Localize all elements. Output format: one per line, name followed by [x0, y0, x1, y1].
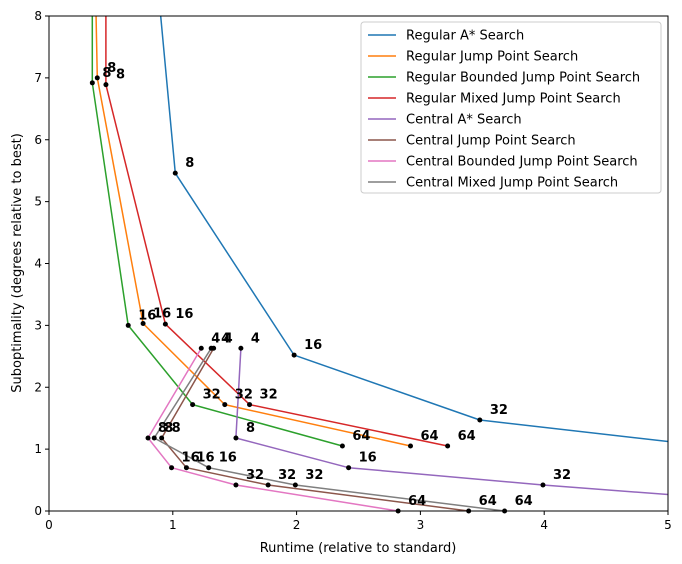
- data-point: [477, 417, 483, 423]
- point-label: 8: [246, 421, 255, 436]
- point-label: 8: [158, 421, 167, 436]
- point-label: 16: [304, 338, 322, 353]
- point-label: 64: [408, 494, 426, 509]
- data-point: [291, 352, 297, 358]
- point-label: 32: [305, 468, 323, 483]
- data-point: [159, 435, 165, 441]
- x-tick-label: 2: [293, 518, 301, 532]
- data-point: [145, 435, 151, 441]
- y-tick-label: 2: [34, 380, 42, 394]
- point-label: 32: [260, 388, 278, 403]
- data-point: [222, 402, 228, 408]
- data-point: [162, 321, 168, 327]
- point-label: 8: [102, 66, 111, 81]
- legend-frame: [360, 21, 662, 194]
- data-point: [89, 80, 95, 86]
- data-point: [238, 345, 244, 351]
- point-label: 8: [185, 156, 194, 171]
- point-label: 32: [246, 468, 264, 483]
- point-label: 16: [182, 451, 200, 466]
- y-tick-label: 4: [34, 257, 42, 271]
- x-tick-label: 5: [664, 518, 672, 532]
- data-point: [208, 345, 214, 351]
- point-label: 32: [553, 468, 571, 483]
- y-tick-label: 6: [34, 133, 42, 147]
- point-label: 4: [211, 331, 220, 346]
- data-point: [140, 321, 146, 327]
- data-point: [339, 443, 345, 449]
- x-tick-label: 4: [540, 518, 548, 532]
- point-label: 16: [153, 307, 171, 322]
- data-point: [233, 482, 239, 488]
- legend: Regular A* Search Regular Jump Point Sear…: [360, 21, 662, 194]
- data-point: [445, 443, 451, 449]
- x-tick-label: 1: [169, 518, 177, 532]
- point-label: 64: [352, 429, 370, 444]
- legend-entry: Regular A* Search: [406, 29, 524, 44]
- point-label: 8: [116, 68, 125, 83]
- point-label: 4: [251, 331, 260, 346]
- data-point: [407, 443, 413, 449]
- x-axis-label: Runtime (relative to standard): [260, 541, 457, 556]
- legend-entry: Central Mixed Jump Point Search: [406, 176, 618, 191]
- y-tick-label: 0: [34, 504, 42, 518]
- data-point: [169, 465, 175, 471]
- data-point: [103, 82, 109, 88]
- point-label: 16: [219, 451, 237, 466]
- y-tick-label: 1: [34, 442, 42, 456]
- data-point: [183, 465, 189, 471]
- point-label: 16: [175, 307, 193, 322]
- point-label: 64: [515, 494, 533, 509]
- point-label: 4: [221, 331, 230, 346]
- x-axis-ticks: 0 1 2 3 4 5: [45, 511, 672, 532]
- point-label: 4: [224, 331, 233, 346]
- legend-entry: Central Jump Point Search: [406, 134, 576, 149]
- data-point: [190, 402, 196, 408]
- point-label: 16: [359, 451, 377, 466]
- data-point: [265, 482, 271, 488]
- legend-entry: Regular Mixed Jump Point Search: [406, 92, 621, 107]
- point-labels: 8163281632648163264816326448163248163264…: [89, 61, 571, 514]
- data-point: [206, 465, 212, 471]
- point-label: 64: [420, 429, 438, 444]
- y-tick-label: 7: [34, 71, 42, 85]
- data-point: [125, 322, 131, 328]
- point-label: 8: [172, 421, 181, 436]
- point-label: 32: [278, 468, 296, 483]
- point-label: 32: [490, 403, 508, 418]
- data-point: [172, 170, 178, 176]
- point-label: 64: [479, 494, 497, 509]
- point-label: 16: [196, 451, 214, 466]
- legend-entry: Central A* Search: [406, 113, 522, 128]
- y-axis-label: Suboptimality (degrees relative to best): [10, 133, 25, 393]
- data-point: [346, 465, 352, 471]
- y-tick-label: 5: [34, 195, 42, 209]
- data-point: [198, 345, 204, 351]
- data-point: [94, 75, 100, 81]
- legend-entry: Regular Jump Point Search: [406, 50, 578, 65]
- point-label: 32: [203, 388, 221, 403]
- point-label: 8: [164, 421, 173, 436]
- point-label: 8: [107, 61, 116, 76]
- legend-entry: Central Bounded Jump Point Search: [406, 155, 638, 170]
- data-point: [540, 482, 546, 488]
- y-axis-ticks: 0 1 2 3 4 5 6 7 8: [34, 9, 49, 518]
- x-tick-label: 0: [45, 518, 53, 532]
- point-label: 16: [138, 308, 156, 323]
- legend-entry: Regular Bounded Jump Point Search: [406, 71, 640, 86]
- data-point: [233, 435, 239, 441]
- y-tick-label: 8: [34, 9, 42, 23]
- point-label: 64: [458, 429, 476, 444]
- y-tick-label: 3: [34, 318, 42, 332]
- data-point: [151, 435, 157, 441]
- data-point: [247, 402, 253, 408]
- data-point: [292, 482, 298, 488]
- x-tick-label: 3: [417, 518, 425, 532]
- point-label: 32: [235, 388, 253, 403]
